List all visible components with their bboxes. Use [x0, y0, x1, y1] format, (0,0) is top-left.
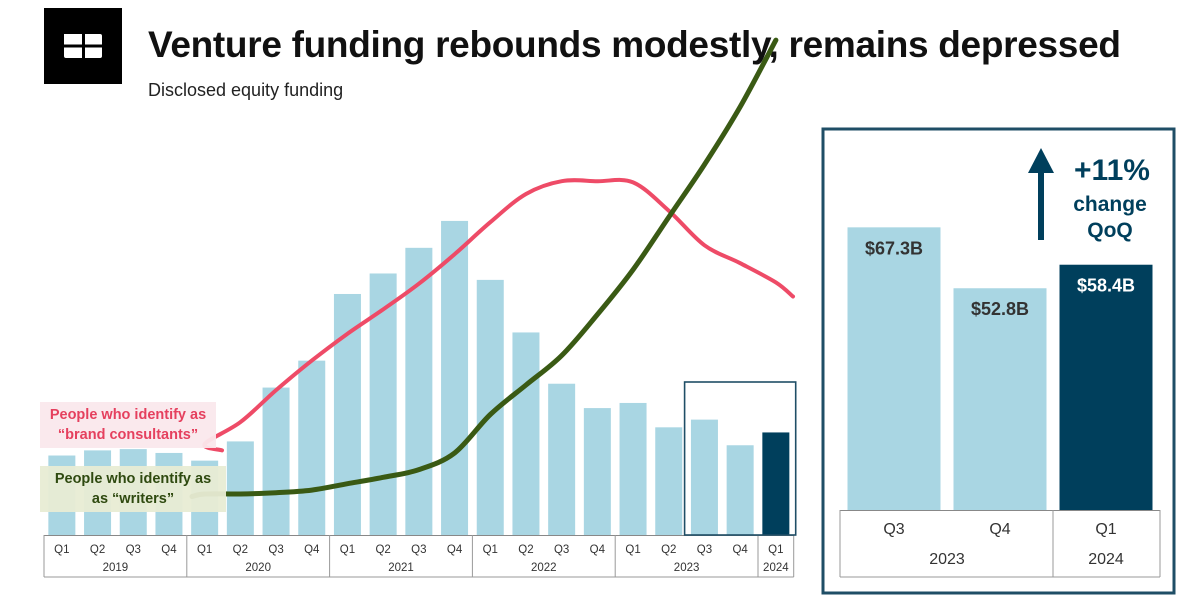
x-year-label: 2022 [531, 562, 557, 574]
x-tick-label: Q4 [590, 544, 606, 556]
writers-callout: People who identify as as “writers” [40, 466, 226, 512]
writers-label-line-1: People who identify as [54, 471, 212, 487]
bar [655, 427, 683, 535]
bar [512, 332, 540, 535]
writers-label-line-2: as “writers” [91, 491, 175, 507]
inset-value-label: $67.3B [865, 238, 923, 258]
bar [262, 387, 290, 535]
x-tick-label: Q3 [697, 544, 712, 556]
x-tick-label: Q4 [304, 544, 320, 556]
bar [298, 360, 326, 535]
bar [369, 273, 397, 535]
inset-x-tick-label: Q3 [883, 521, 904, 538]
x-tick-label: Q2 [661, 544, 676, 556]
x-tick-label: Q2 [233, 544, 248, 556]
bar [333, 293, 361, 535]
x-tick-label: Q3 [411, 544, 426, 556]
x-tick-label: Q1 [625, 544, 640, 556]
x-tick-label: Q2 [90, 544, 105, 556]
inset-x-year-label: 2024 [1088, 551, 1124, 568]
x-tick-label: Q2 [518, 544, 533, 556]
x-year-label: 2019 [103, 562, 129, 574]
brand-consultants-label-line-1: People who identify as [49, 407, 207, 423]
x-tick-label: Q3 [268, 544, 283, 556]
x-tick-label: Q4 [447, 544, 463, 556]
bar [226, 441, 254, 535]
brand-consultants-line [202, 177, 795, 453]
inset-value-label: $52.8B [971, 299, 1029, 319]
inset-bar [953, 288, 1047, 510]
inset-x-tick-label: Q1 [1095, 521, 1116, 538]
bar [405, 247, 433, 535]
x-year-label: 2024 [763, 562, 789, 574]
inset-bar-chart: $67.3B $52.8B $58.4B Q3 Q4 Q1 2023 2024 +11% chan… [821, 127, 1176, 595]
bar-highlight [762, 432, 790, 535]
brand-consultants-callout: People who identify as “brand consultant… [40, 402, 216, 448]
inset-bar-highlight [1059, 264, 1153, 510]
annotation-qoq-label: QoQ [1087, 219, 1133, 242]
brand-consultants-label-line-2: “brand consultants” [57, 427, 199, 443]
chart-title: Venture funding rebounds modestly, remai… [148, 24, 1121, 65]
x-tick-label: Q1 [54, 544, 69, 556]
bar [583, 408, 611, 535]
x-tick-label: Q1 [340, 544, 355, 556]
bar [726, 445, 754, 535]
recent-quarters-frame [683, 381, 797, 536]
inset-bar [847, 227, 941, 510]
main-bar-chart: Q1 Q2 Q3 Q4 Q1 Q2 Q3 Q4 Q1 Q2 Q3 Q4 Q1 Q2 Q3 Q4 Q1 Q2 Q3 Q4… [43, 220, 797, 578]
x-tick-label: Q1 [197, 544, 212, 556]
x-tick-label: Q4 [732, 544, 748, 556]
x-tick-label: Q1 [768, 544, 783, 556]
x-tick-label: Q3 [126, 544, 141, 556]
bar [548, 383, 576, 535]
chart-subtitle: Disclosed equity funding [148, 80, 344, 100]
bar [690, 419, 718, 535]
inset-x-tick-label: Q4 [989, 521, 1010, 538]
annotation-change-label: change [1073, 193, 1147, 216]
bar [619, 402, 647, 535]
up-arrow-icon-head [1028, 148, 1054, 173]
x-tick-label: Q4 [161, 544, 177, 556]
bar [441, 220, 469, 535]
overlay-lines [189, 37, 795, 499]
x-tick-label: Q3 [554, 544, 569, 556]
x-year-label: 2020 [245, 562, 271, 574]
cb-insights-logo-icon [64, 34, 102, 58]
annotation-change-percent: +11% [1074, 154, 1150, 187]
inset-value-label: $58.4B [1077, 276, 1135, 296]
inset-x-year-label: 2023 [929, 551, 965, 568]
x-tick-label: Q1 [483, 544, 498, 556]
writers-line [189, 37, 779, 499]
x-tick-label: Q2 [375, 544, 390, 556]
x-year-label: 2023 [674, 562, 700, 574]
x-year-label: 2021 [388, 562, 414, 574]
cb-insights-logo [44, 8, 122, 84]
